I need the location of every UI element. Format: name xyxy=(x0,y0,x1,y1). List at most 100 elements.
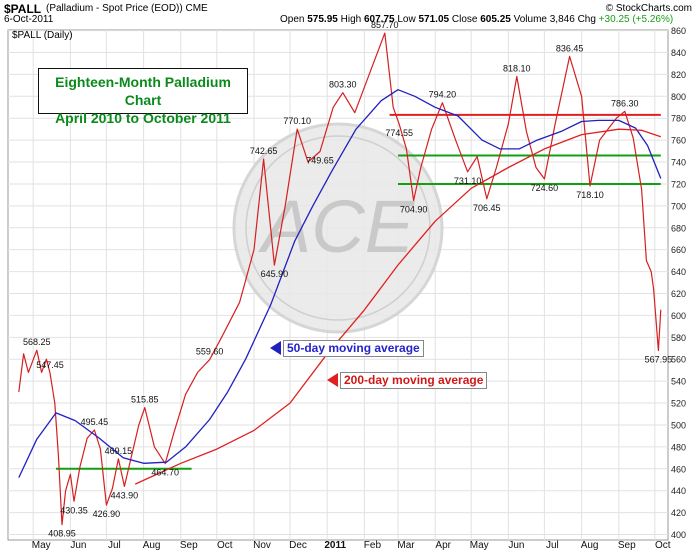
x-tick-label: Jul xyxy=(108,540,121,550)
x-tick-label: Mar xyxy=(397,540,415,550)
ma200-annotation: 200-day moving average xyxy=(340,372,488,389)
pane-label: $PALL (Daily) xyxy=(12,30,73,41)
data-label: 724.60 xyxy=(531,183,559,193)
y-tick-label: 860 xyxy=(671,26,686,36)
y-tick-label: 700 xyxy=(671,201,686,211)
ma50-annotation: 50-day moving average xyxy=(283,340,424,357)
chart-title: Eighteen-Month Palladium Chart xyxy=(55,74,231,108)
x-tick-label: Sep xyxy=(618,540,636,550)
data-label: 803.30 xyxy=(329,80,357,90)
data-label: 568.25 xyxy=(23,337,51,347)
data-label: 718.10 xyxy=(576,190,604,200)
data-label: 567.95 xyxy=(645,355,673,365)
chg-value: +30.25 (+5.26%) xyxy=(598,14,674,25)
x-tick-label: Aug xyxy=(143,540,161,550)
y-tick-label: 680 xyxy=(671,223,686,233)
x-tick-label: 2011 xyxy=(324,540,346,550)
x-tick-label: Feb xyxy=(364,540,382,550)
data-label: 469.15 xyxy=(105,446,133,456)
y-tick-label: 640 xyxy=(671,267,686,277)
y-tick-label: 460 xyxy=(671,464,686,474)
data-label: 645.90 xyxy=(261,269,289,279)
symbol: $PALL xyxy=(4,2,42,16)
y-tick-label: 440 xyxy=(671,486,686,496)
data-label: 836.45 xyxy=(556,43,584,53)
y-tick-label: 660 xyxy=(671,245,686,255)
y-tick-label: 760 xyxy=(671,136,686,146)
source-credit: © StockCharts.com xyxy=(605,3,692,14)
chart-date: 6-Oct-2011 xyxy=(4,14,54,25)
data-label: 426.90 xyxy=(93,509,121,519)
data-label: 731.10 xyxy=(454,176,482,186)
data-label: 547.45 xyxy=(36,360,64,370)
ma50-line xyxy=(18,89,662,478)
x-tick-label: Aug xyxy=(581,540,599,550)
data-label: 495.45 xyxy=(81,417,109,427)
data-label: 770.10 xyxy=(283,116,311,126)
chart-header: $PALL (Palladium - Spot Price (EOD)) CME… xyxy=(0,0,700,36)
data-label: 857.70 xyxy=(371,20,399,30)
price-line xyxy=(18,32,662,526)
ma200-arrow xyxy=(327,373,338,387)
y-tick-label: 480 xyxy=(671,442,686,452)
high-value: 607.75 xyxy=(363,14,395,25)
data-label: 774.55 xyxy=(385,128,413,138)
y-tick-label: 520 xyxy=(671,399,686,409)
y-tick-label: 620 xyxy=(671,289,686,299)
y-tick-label: 600 xyxy=(671,311,686,321)
watermark-text: ACE xyxy=(258,185,416,268)
ma50-arrow xyxy=(270,341,281,355)
y-tick-label: 780 xyxy=(671,114,686,124)
open-value: 575.95 xyxy=(307,14,338,25)
chart-title-box: Eighteen-Month Palladium Chart April 201… xyxy=(38,68,248,126)
x-tick-label: May xyxy=(470,540,489,550)
open-label: Open xyxy=(280,14,305,25)
y-tick-label: 820 xyxy=(671,70,686,80)
data-label: 464.70 xyxy=(151,468,179,478)
y-tick-label: 540 xyxy=(671,377,686,387)
x-tick-label: Oct xyxy=(655,540,671,550)
data-label: 794.20 xyxy=(429,90,457,100)
x-tick-label: Oct xyxy=(217,540,233,550)
chg-label: Chg xyxy=(577,14,596,25)
y-tick-label: 740 xyxy=(671,158,686,168)
close-value: 605.25 xyxy=(480,14,511,25)
low-value: 571.05 xyxy=(418,14,450,25)
data-label: 559.60 xyxy=(196,347,224,357)
y-tick-label: 800 xyxy=(671,92,686,102)
x-tick-label: Jul xyxy=(546,540,559,550)
data-label: 408.95 xyxy=(48,529,76,539)
x-tick-label: Jun xyxy=(508,540,524,550)
x-tick-label: Nov xyxy=(253,540,271,550)
data-label: 749.65 xyxy=(306,155,334,165)
x-tick-label: Jun xyxy=(70,540,86,550)
data-label: 742.65 xyxy=(250,146,278,156)
y-tick-label: 580 xyxy=(671,333,686,343)
high-label: High xyxy=(340,14,362,25)
data-label: 515.85 xyxy=(131,395,159,405)
data-label: 430.35 xyxy=(60,505,88,515)
ohlc-readout: Open 575.95 High 607.75 Low 571.05 Close… xyxy=(280,14,673,25)
x-tick-label: Apr xyxy=(435,540,451,550)
symbol-description: (Palladium - Spot Price (EOD)) CME xyxy=(46,3,208,14)
watermark-seal xyxy=(232,122,444,334)
y-tick-label: 840 xyxy=(671,48,686,58)
data-label: 786.30 xyxy=(611,98,639,108)
ma200-line xyxy=(134,128,662,485)
data-label: 818.10 xyxy=(503,63,531,73)
volume-value: 3,846 xyxy=(549,14,575,25)
volume-label: Volume xyxy=(513,14,547,25)
y-tick-label: 560 xyxy=(671,355,686,365)
y-tick-label: 400 xyxy=(671,530,686,540)
data-label: 443.90 xyxy=(111,490,139,500)
y-tick-label: 720 xyxy=(671,179,686,189)
data-label: 704.90 xyxy=(400,204,428,214)
x-tick-label: Sep xyxy=(180,540,198,550)
y-tick-label: 500 xyxy=(671,420,686,430)
x-tick-label: Dec xyxy=(289,540,307,550)
low-label: Low xyxy=(397,14,416,25)
y-tick-label: 420 xyxy=(671,508,686,518)
close-label: Close xyxy=(451,14,478,25)
x-tick-label: May xyxy=(32,540,51,550)
